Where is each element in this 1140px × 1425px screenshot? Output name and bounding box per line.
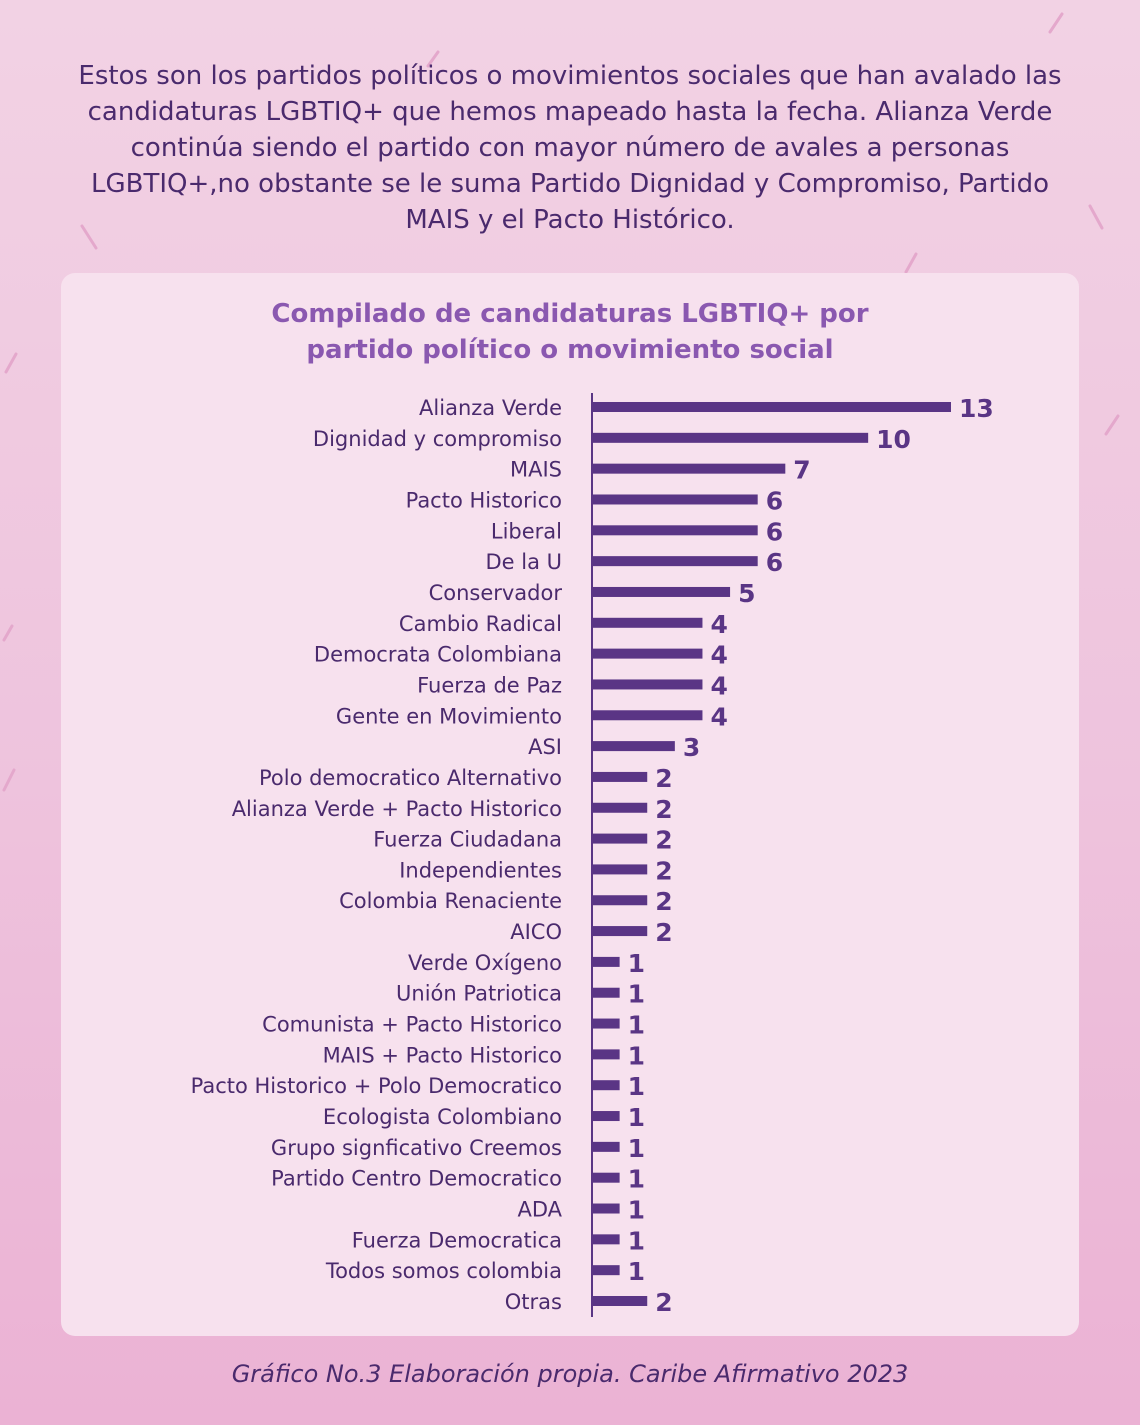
- bar: [592, 895, 648, 906]
- value-label: 1: [628, 1226, 645, 1255]
- bar: [592, 802, 648, 813]
- category-label: Democrata Colombiana: [314, 643, 562, 667]
- value-label: 2: [655, 795, 672, 824]
- category-label: Conservador: [429, 581, 563, 605]
- bar: [592, 926, 648, 937]
- category-label: Cambio Radical: [399, 612, 562, 636]
- value-label: 2: [655, 1288, 672, 1317]
- value-label: 1: [628, 1103, 645, 1132]
- category-label: ADA: [517, 1198, 562, 1222]
- value-label: 1: [628, 980, 645, 1009]
- bar: [592, 648, 703, 659]
- chart-card: [61, 273, 1079, 1336]
- value-label: 2: [655, 764, 672, 793]
- value-label: 4: [710, 702, 727, 731]
- bar: [592, 1172, 620, 1183]
- category-label: Fuerza Democratica: [352, 1228, 562, 1252]
- chart-title-line-1: Compilado de candidaturas LGBTIQ+ por: [271, 299, 869, 329]
- value-label: 4: [710, 610, 727, 639]
- bar: [592, 710, 703, 721]
- value-label: 1: [628, 1134, 645, 1163]
- category-label: Gente en Movimiento: [336, 704, 562, 728]
- value-label: 3: [683, 733, 700, 762]
- value-label: 2: [655, 918, 672, 947]
- category-label: Alianza Verde + Pacto Historico: [232, 797, 562, 821]
- value-label: 1: [628, 1041, 645, 1070]
- category-label: AICO: [510, 920, 562, 944]
- bar: [592, 1049, 620, 1060]
- value-label: 6: [766, 517, 783, 546]
- category-label: MAIS + Pacto Historico: [323, 1043, 562, 1067]
- intro-paragraph: Estos son los partidos políticos o movim…: [78, 61, 1062, 235]
- chart-title-line-2: partido político o movimiento social: [306, 335, 834, 365]
- bar: [592, 864, 648, 875]
- category-label: Pacto Historico: [406, 488, 562, 512]
- value-label: 5: [738, 579, 755, 608]
- category-label: Otras: [505, 1290, 562, 1314]
- value-label: 1: [628, 949, 645, 978]
- category-label: Todos somos colombia: [325, 1259, 562, 1283]
- bar: [592, 1141, 620, 1152]
- value-label: 1: [628, 1011, 645, 1040]
- category-label: Polo democratico Alternativo: [259, 766, 562, 790]
- category-label: Alianza Verde: [419, 396, 562, 420]
- bar: [592, 402, 951, 412]
- category-label: MAIS: [510, 458, 562, 482]
- bar: [592, 617, 703, 628]
- category-label: Dignidad y compromiso: [313, 427, 562, 451]
- category-label: Fuerza de Paz: [417, 673, 562, 697]
- bar: [592, 1080, 620, 1091]
- category-label: Comunista + Pacto Historico: [262, 1013, 562, 1037]
- bar: [592, 1203, 620, 1214]
- bar: [592, 987, 620, 998]
- value-label: 1: [628, 1072, 645, 1101]
- category-label: Colombia Renaciente: [339, 889, 562, 913]
- category-label: Liberal: [491, 519, 562, 543]
- category-label: Verde Oxígeno: [408, 951, 562, 975]
- bar: [592, 771, 648, 782]
- bar: [592, 679, 703, 690]
- value-label: 6: [766, 548, 783, 577]
- category-label: Partido Centro Democratico: [271, 1167, 562, 1191]
- category-label: De la U: [485, 550, 562, 574]
- bar: [592, 525, 758, 536]
- bar: [592, 833, 648, 844]
- category-label: Fuerza Ciudadana: [373, 828, 562, 852]
- bar: [592, 956, 620, 967]
- value-label: 2: [655, 856, 672, 885]
- category-label: Ecologista Colombiano: [323, 1105, 562, 1129]
- bar: [592, 432, 869, 443]
- bar: [592, 494, 758, 505]
- value-label: 1: [628, 1165, 645, 1194]
- value-label: 2: [655, 887, 672, 916]
- bar: [592, 1234, 620, 1245]
- category-label: Independientes: [399, 858, 562, 882]
- value-label: 4: [710, 671, 727, 700]
- bar: [592, 1018, 620, 1029]
- bar: [592, 1296, 648, 1306]
- value-label: 10: [876, 425, 911, 454]
- value-label: 2: [655, 826, 672, 855]
- bar: [592, 1265, 620, 1276]
- value-label: 4: [710, 641, 727, 670]
- value-label: 1: [628, 1257, 645, 1286]
- bar: [592, 463, 786, 474]
- category-label: Grupo signficativo Creemos: [271, 1136, 562, 1160]
- value-label: 6: [766, 486, 783, 515]
- figure-caption: Gráfico No.3 Elaboración propia. Caribe …: [231, 1360, 909, 1388]
- value-label: 13: [959, 394, 994, 423]
- bar: [592, 741, 675, 752]
- bar: [592, 556, 758, 567]
- bar: [592, 586, 731, 597]
- value-label: 7: [793, 456, 810, 485]
- chart-title: Compilado de candidaturas LGBTIQ+ por pa…: [0, 296, 1140, 368]
- category-label: Unión Patriotica: [396, 982, 562, 1006]
- bar: [592, 1111, 620, 1122]
- category-label: Pacto Historico + Polo Democratico: [191, 1074, 562, 1098]
- value-label: 1: [628, 1196, 645, 1225]
- category-label: ASI: [528, 735, 562, 759]
